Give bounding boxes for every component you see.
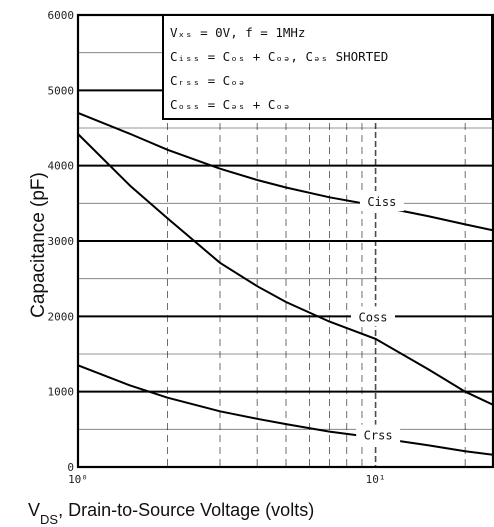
y-tick-label: 1000 (48, 386, 75, 399)
y-tick-labels: 0 1000 2000 3000 4000 5000 6000 (48, 9, 75, 474)
curve-crss (77, 364, 494, 456)
x-axis-label-sub: DS (40, 512, 58, 527)
x-tick-label: 10⁰ (68, 473, 88, 486)
x-tick-label: 10¹ (366, 473, 386, 486)
x-tick-labels: 10⁰ 10¹ (68, 473, 385, 486)
curve-label-bg (350, 306, 395, 327)
curve-label-bg (356, 424, 401, 445)
y-axis-label: Capacitance (pF) (28, 172, 49, 318)
y-tick-label: 5000 (48, 84, 75, 97)
y-tick-label: 2000 (48, 310, 75, 323)
curve-coss (77, 133, 494, 407)
curve-label-crss: Crss (364, 429, 393, 443)
legend-frame (162, 14, 493, 120)
legend-line-1: Vₓₛ = 0V, f = 1MHz (170, 25, 305, 40)
legend-line-2: Cᵢₛₛ = Cₒₛ + Cₒₔ, Cₔₛ SHORTED (170, 49, 388, 64)
x-axis-label: VDS, Drain-to-Source Voltage (volts) (28, 500, 314, 527)
curve-group: Ciss Coss Crss (77, 111, 494, 456)
x-axis-label-rest: , Drain-to-Source Voltage (volts) (58, 500, 314, 520)
curve-label-ciss: Ciss (367, 195, 396, 209)
y-tick-label: 0 (67, 461, 74, 474)
x-axis-label-main: V (28, 500, 40, 520)
curve-label-bg (359, 191, 404, 212)
y-tick-label: 3000 (48, 235, 75, 248)
curve-ciss (77, 111, 494, 232)
legend-line-4: Cₒₛₛ = Cₔₛ + Cₒₔ (170, 97, 290, 112)
legend-box: Vₓₛ = 0V, f = 1MHz Cᵢₛₛ = Cₒₛ + Cₒₔ, Cₔₛ… (162, 14, 493, 120)
y-tick-label: 4000 (48, 160, 75, 173)
legend-line-3: Cᵣₛₛ = Cₒₔ (170, 73, 245, 88)
y-tick-label: 6000 (48, 9, 75, 22)
curve-label-coss: Coss (359, 310, 388, 324)
